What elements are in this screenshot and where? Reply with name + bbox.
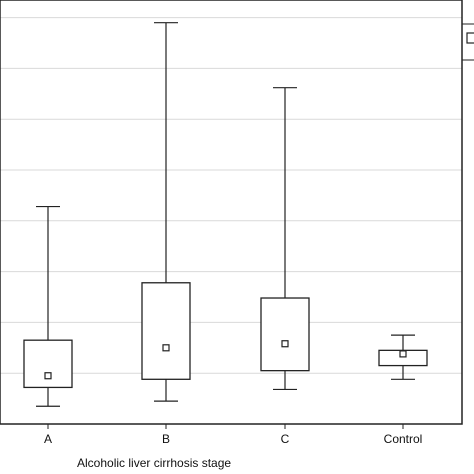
x-tick-label: B bbox=[162, 432, 170, 446]
median-marker bbox=[281, 340, 289, 348]
box-rect bbox=[141, 282, 191, 380]
median-marker bbox=[44, 372, 52, 380]
box-a bbox=[23, 205, 73, 407]
x-axis-title: Alcoholic liver cirrhosis stage bbox=[77, 456, 231, 470]
legend-box-symbol bbox=[466, 32, 474, 44]
x-tick-label: A bbox=[44, 432, 52, 446]
box-rect bbox=[260, 297, 310, 372]
legend-fragment bbox=[462, 23, 474, 61]
median-marker bbox=[399, 350, 407, 358]
box-b bbox=[141, 22, 191, 402]
box-rect bbox=[23, 339, 73, 389]
x-axis-ticks: A B C Control bbox=[44, 424, 422, 446]
x-tick-label: Control bbox=[384, 432, 423, 446]
box-control bbox=[378, 334, 428, 380]
gridlines bbox=[0, 17, 462, 374]
median-marker bbox=[162, 344, 170, 352]
x-tick-label: C bbox=[281, 432, 290, 446]
plot-area-frame bbox=[0, 0, 463, 425]
box-series bbox=[23, 22, 428, 407]
box-c bbox=[260, 87, 310, 391]
